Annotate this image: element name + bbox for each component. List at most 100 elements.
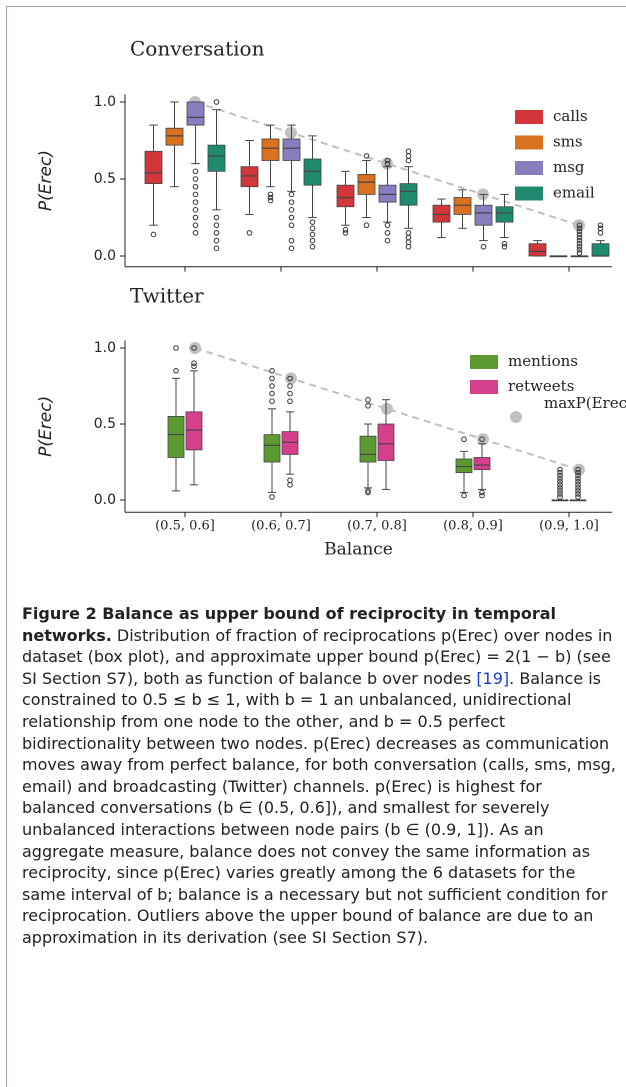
- y-axis-label: P(Erec): [36, 150, 56, 211]
- bound-line: [194, 101, 580, 227]
- outlier: [575, 466, 581, 473]
- outlier: [575, 478, 581, 485]
- outlier: [288, 222, 295, 229]
- outlier: [384, 157, 391, 164]
- y-tick-label: 1.0: [94, 340, 116, 356]
- outlier: [342, 227, 349, 233]
- outlier: [405, 153, 412, 159]
- outlier: [267, 194, 274, 201]
- y-tick-label: 0.0: [94, 492, 116, 508]
- outlier: [363, 222, 370, 229]
- chart-title: Twitter: [130, 284, 204, 308]
- box: [167, 416, 185, 458]
- outlier: [597, 222, 604, 229]
- box: [185, 411, 203, 451]
- outlier: [173, 368, 179, 374]
- outlier: [288, 207, 295, 213]
- outlier: [269, 494, 275, 500]
- box: [303, 158, 322, 186]
- box: [591, 243, 610, 257]
- outlier: [405, 230, 412, 236]
- box: [455, 458, 473, 474]
- outlier: [213, 237, 220, 244]
- outlier: [267, 191, 274, 198]
- outlier: [287, 398, 293, 405]
- caption-text: Distribution of fraction of reciprocatio…: [22, 625, 613, 688]
- outlier: [269, 383, 275, 389]
- legend-swatch: [470, 380, 498, 394]
- outlier: [288, 214, 295, 221]
- outlier: [288, 237, 295, 244]
- outlier: [365, 402, 371, 409]
- outlier: [269, 398, 275, 405]
- outlier: [246, 230, 253, 236]
- outlier: [150, 231, 157, 238]
- outlier: [597, 225, 604, 232]
- outlier: [461, 492, 467, 499]
- outlier: [405, 148, 412, 155]
- outlier: [575, 494, 581, 500]
- caption: Figure 2 Balance as upper bound of recip…: [22, 603, 618, 949]
- box: [399, 183, 418, 206]
- outlier: [575, 488, 581, 494]
- outlier: [575, 475, 581, 482]
- outlier: [192, 176, 199, 182]
- outlier: [461, 436, 467, 443]
- outlier: [269, 368, 275, 374]
- outlier: [557, 472, 563, 479]
- y-tick-label: 0.0: [94, 248, 116, 264]
- outlier: [384, 222, 391, 229]
- outlier: [575, 485, 581, 491]
- outlier: [576, 247, 583, 253]
- outlier: [576, 243, 583, 250]
- outlier: [309, 243, 316, 250]
- outlier: [365, 396, 371, 403]
- outlier: [480, 243, 487, 250]
- outlier: [576, 237, 583, 244]
- box: [336, 184, 355, 208]
- box: [186, 101, 205, 126]
- outlier: [576, 228, 583, 235]
- bound-point: [381, 402, 393, 415]
- outlier: [192, 199, 199, 205]
- bound-point: [285, 372, 297, 385]
- outlier: [384, 230, 391, 236]
- outlier: [192, 183, 199, 190]
- box: [495, 206, 514, 223]
- legend-swatch: [515, 110, 543, 124]
- box: [377, 423, 395, 461]
- outlier: [309, 225, 316, 232]
- box: [473, 457, 491, 471]
- box: [281, 431, 299, 455]
- outlier: [405, 243, 412, 250]
- box: [453, 197, 472, 215]
- outlier: [405, 234, 412, 241]
- caption-text: . Balance is constrained to 0.5 ≤ b ≤ 1,…: [22, 668, 616, 947]
- x-tick-label: (0.8, 0.9]: [443, 519, 503, 534]
- legend-swatch: [515, 186, 543, 201]
- outlier: [576, 222, 583, 229]
- y-axis-label: P(Erec): [36, 396, 56, 457]
- outlier: [405, 157, 412, 164]
- box: [263, 434, 281, 463]
- outlier: [309, 231, 316, 238]
- outlier: [267, 197, 274, 204]
- outlier: [173, 345, 179, 351]
- x-tick-label: (0.7, 0.8]: [347, 519, 407, 534]
- outlier: [191, 345, 197, 351]
- outlier: [576, 234, 583, 241]
- outlier: [192, 168, 199, 175]
- outlier: [557, 469, 563, 476]
- outlier: [288, 245, 295, 252]
- legend-marker: [510, 411, 522, 423]
- chart-title: Conversation: [130, 37, 265, 61]
- outlier: [192, 207, 199, 213]
- outlier: [287, 477, 293, 484]
- box: [165, 127, 184, 146]
- outlier: [405, 239, 412, 245]
- box: [282, 138, 301, 161]
- outlier: [557, 488, 563, 494]
- outlier: [557, 475, 563, 482]
- outlier: [501, 240, 508, 247]
